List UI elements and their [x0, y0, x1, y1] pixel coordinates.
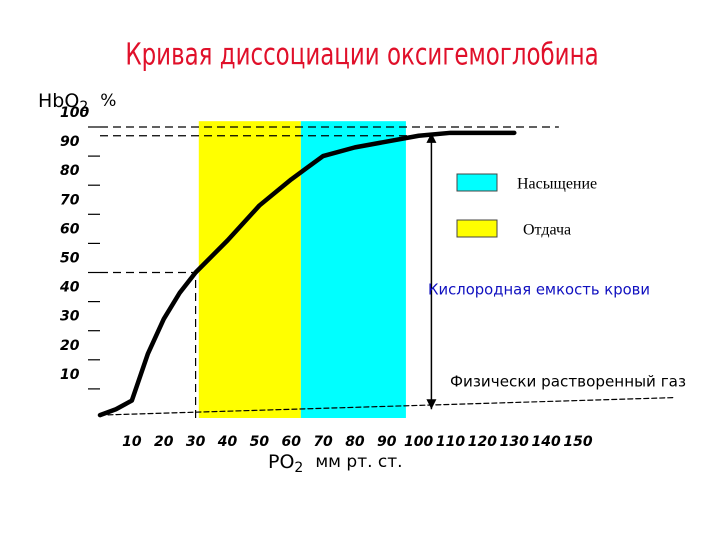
arrow-head — [426, 132, 437, 143]
x-tick-label: 50 — [250, 434, 270, 450]
y-tick-label: 100 — [60, 105, 89, 121]
legend-label: Насыщение — [517, 176, 597, 193]
axis-label-part: % — [100, 91, 116, 111]
x-tick-label: 110 — [436, 434, 465, 450]
y-tick-label: 40 — [59, 280, 80, 296]
axis-label-part: 2 — [294, 460, 303, 476]
y-tick-label: 90 — [60, 134, 80, 150]
x-tick-label: 40 — [217, 434, 238, 450]
y-tick-label: 60 — [60, 221, 80, 237]
x-tick-label: 130 — [500, 434, 529, 450]
axis-label-part: PO — [268, 451, 294, 473]
x-tick-label: 90 — [377, 434, 397, 450]
x-tick-label: 70 — [313, 434, 333, 450]
x-tick-label: 60 — [281, 434, 301, 450]
axis-label: PO2 мм рт. ст. — [268, 451, 403, 477]
dissociation-curve — [97, 130, 517, 418]
y-tick-label: 70 — [60, 192, 80, 208]
x-tick-label: 150 — [563, 434, 592, 450]
band — [300, 121, 406, 419]
axis-label-part: 2 — [79, 99, 88, 115]
x-tick-label: 80 — [345, 434, 365, 450]
axis-label-part: мм рт. ст. — [315, 452, 402, 472]
axis-label-part: HbO — [38, 90, 79, 112]
x-tick-label: 100 — [404, 434, 433, 450]
y-tick-label: 20 — [60, 338, 80, 354]
x-tick-label: 140 — [532, 434, 561, 450]
y-tick-label: 10 — [60, 367, 80, 383]
annotation: Физически растворенный газ — [450, 373, 686, 391]
annotation: Кислородная емкость крови — [428, 281, 650, 299]
y-tick-label: 30 — [60, 309, 80, 325]
legend-swatch — [456, 219, 498, 238]
x-tick-label: 10 — [122, 434, 142, 450]
dissolved-line — [99, 397, 675, 416]
legend-swatch — [456, 173, 498, 192]
y-tick-label: 80 — [60, 163, 80, 179]
y-tick-label: 50 — [60, 251, 80, 267]
axis-label: HbO2% — [38, 90, 116, 116]
x-tick-label: 30 — [186, 434, 206, 450]
x-tick-label: 120 — [468, 434, 497, 450]
arrow-head — [426, 399, 437, 410]
band — [198, 121, 301, 419]
legend-label: Отдача — [523, 222, 571, 239]
chart-title: Кривая диссоциации оксигемоглобина — [125, 37, 598, 73]
x-tick-label: 20 — [154, 434, 174, 450]
